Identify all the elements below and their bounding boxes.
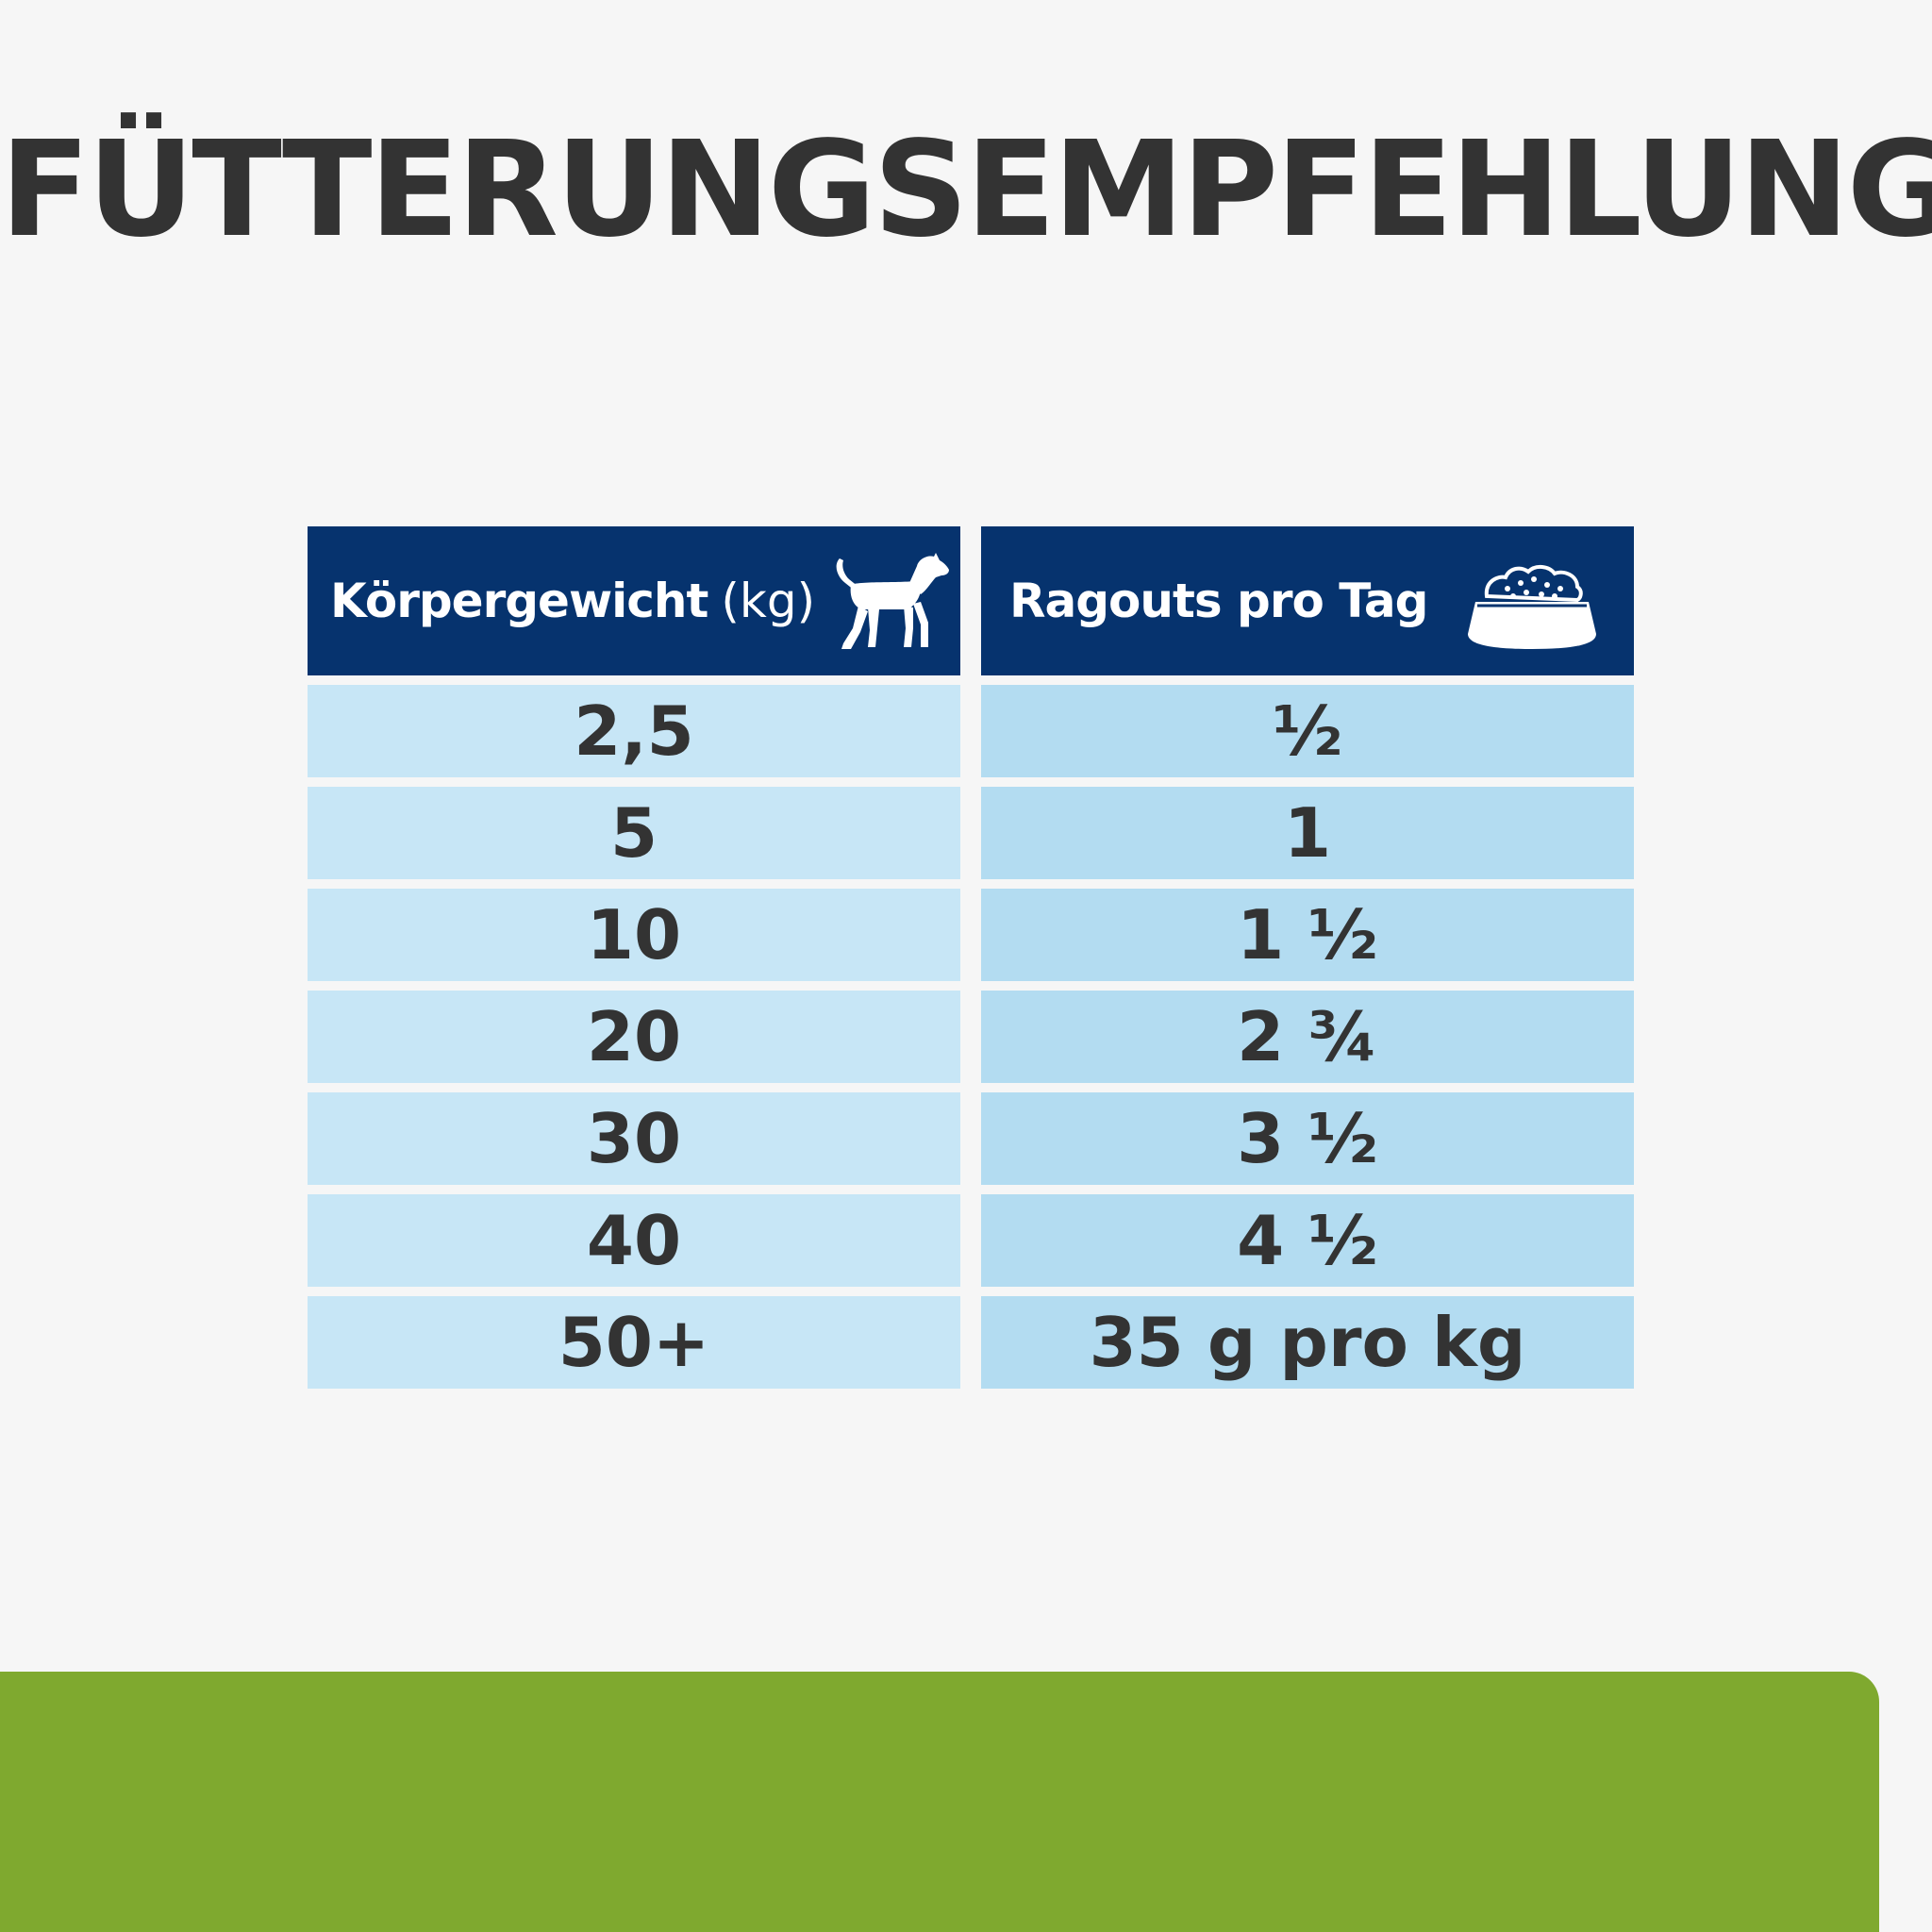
weight-cell: 50+ [308,1296,960,1389]
table-row: 20 2 ¾ [308,991,1634,1083]
table-row: 50+ 35 g pro kg [308,1296,1634,1389]
table-header-row: Körpergewicht (kg) [308,526,1634,675]
header-portion: Ragouts pro Tag [981,526,1634,675]
table-row: 40 4 ½ [308,1194,1634,1287]
table-row: 5 1 [308,787,1634,879]
green-footer-band [0,1672,1879,1932]
portion-cell: 1 ½ [981,889,1634,981]
dog-icon [836,553,949,649]
weight-cell: 30 [308,1092,960,1185]
weight-cell: 5 [308,787,960,879]
header-weight: Körpergewicht (kg) [308,526,960,675]
feeding-table: Körpergewicht (kg) [308,526,1634,1398]
weight-cell: 40 [308,1194,960,1287]
portion-cell: 4 ½ [981,1194,1634,1287]
portion-cell: 1 [981,787,1634,879]
table-row: 10 1 ½ [308,889,1634,981]
table-row: 30 3 ½ [308,1092,1634,1185]
weight-cell: 2,5 [308,685,960,777]
portion-cell: 3 ½ [981,1092,1634,1185]
header-weight-unit: (kg) [721,574,816,628]
header-portion-label: Ragouts pro Tag [1009,574,1428,628]
portion-cell: 2 ¾ [981,991,1634,1083]
portion-cell: ½ [981,685,1634,777]
food-bowl-icon [1468,565,1596,649]
page-title: FÜTTERUNGSEMPFEHLUNG [0,113,1932,267]
portion-cell: 35 g pro kg [981,1296,1634,1389]
table-row: 2,5 ½ [308,685,1634,777]
weight-cell: 10 [308,889,960,981]
weight-cell: 20 [308,991,960,1083]
header-weight-label: Körpergewicht [330,574,708,628]
